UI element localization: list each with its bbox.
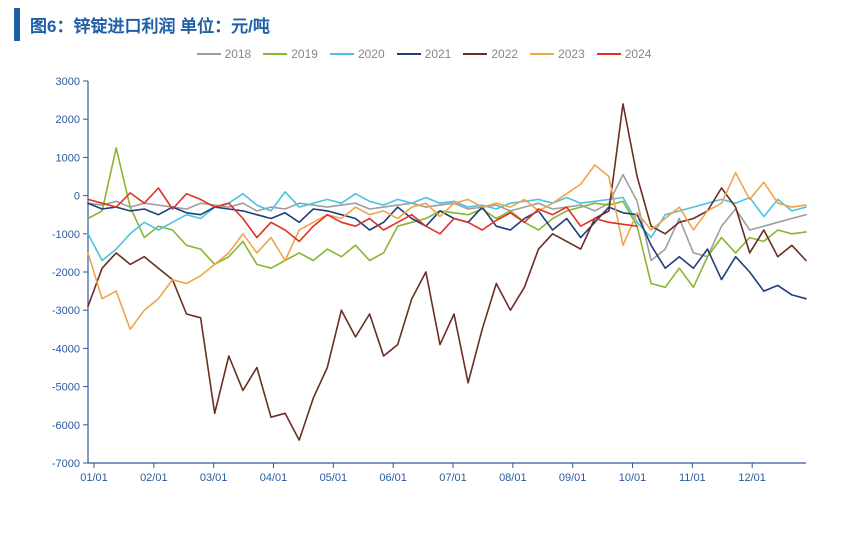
legend-item-2020: 2020 — [330, 47, 385, 61]
legend-swatch — [597, 53, 621, 55]
svg-text:08/01: 08/01 — [499, 472, 527, 484]
svg-text:12/01: 12/01 — [738, 472, 766, 484]
chart-title-bar: 图6：锌锭进口利润 单位：元/吨 — [14, 8, 848, 41]
legend-item-2024: 2024 — [597, 47, 652, 61]
legend-swatch — [263, 53, 287, 55]
legend-swatch — [197, 53, 221, 55]
svg-text:-6000: -6000 — [52, 420, 80, 432]
svg-text:02/01: 02/01 — [140, 472, 168, 484]
legend-label: 2023 — [558, 47, 585, 61]
legend-item-2021: 2021 — [397, 47, 452, 61]
svg-text:10/01: 10/01 — [619, 472, 647, 484]
svg-text:-2000: -2000 — [52, 267, 80, 279]
legend-item-2022: 2022 — [463, 47, 518, 61]
svg-text:1000: 1000 — [56, 152, 80, 164]
svg-text:04/01: 04/01 — [260, 472, 288, 484]
legend-swatch — [530, 53, 554, 55]
legend-swatch — [330, 53, 354, 55]
svg-text:07/01: 07/01 — [439, 472, 467, 484]
legend-label: 2020 — [358, 47, 385, 61]
legend-label: 2022 — [491, 47, 518, 61]
chart-legend: 2018 2019 2020 2021 2022 2023 2024 — [16, 47, 832, 61]
chart-container: 2018201920202021202220232024 -7000-6000-… — [16, 47, 832, 508]
legend-label: 2018 — [225, 47, 252, 61]
svg-text:-1000: -1000 — [52, 229, 80, 241]
svg-text:-7000: -7000 — [52, 458, 80, 470]
legend-label: 2024 — [625, 47, 652, 61]
line-chart: -7000 -6000 -5000 -4000 -3000 -2000 -1000 0 1000… — [16, 63, 816, 503]
svg-text:01/01: 01/01 — [80, 472, 108, 484]
svg-text:03/01: 03/01 — [200, 472, 228, 484]
svg-text:-5000: -5000 — [52, 382, 80, 394]
svg-text:11/01: 11/01 — [679, 472, 706, 484]
legend-label: 2019 — [291, 47, 318, 61]
legend-item-2023: 2023 — [530, 47, 585, 61]
svg-text:2000: 2000 — [56, 114, 80, 126]
svg-text:06/01: 06/01 — [379, 472, 407, 484]
chart-title: 图6：锌锭进口利润 单位：元/吨 — [30, 17, 270, 36]
svg-text:05/01: 05/01 — [320, 472, 348, 484]
legend-label: 2021 — [425, 47, 452, 61]
svg-text:-4000: -4000 — [52, 343, 80, 355]
legend-item-2019: 2019 — [263, 47, 318, 61]
svg-text:09/01: 09/01 — [559, 472, 587, 484]
svg-text:3000: 3000 — [56, 76, 80, 88]
legend-swatch — [397, 53, 421, 55]
legend-item-2018: 2018 — [197, 47, 252, 61]
legend-swatch — [463, 53, 487, 55]
svg-text:-3000: -3000 — [52, 305, 80, 317]
svg-text:0: 0 — [74, 191, 80, 203]
